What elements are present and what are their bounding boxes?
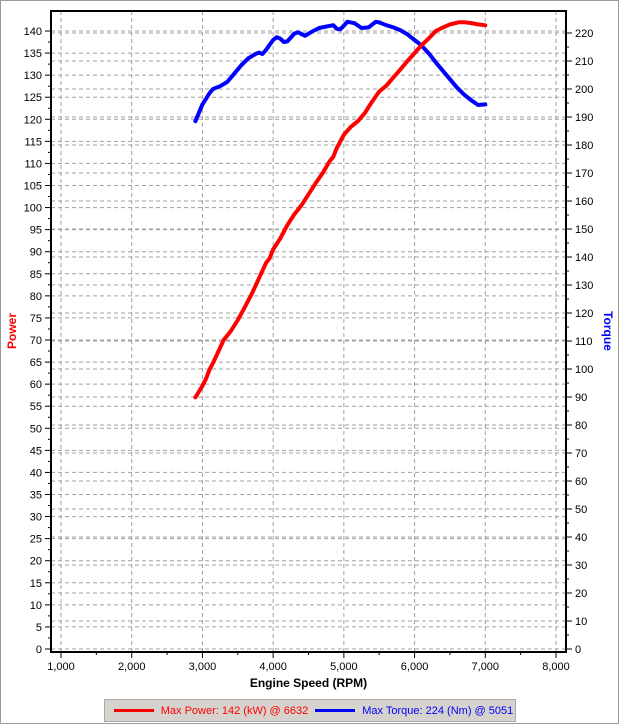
x-axis-title: Engine Speed (RPM) xyxy=(249,676,368,690)
legend-entry-torque: Max Torque: 224 (Nm) @ 5051 xyxy=(308,705,513,717)
right-tick-label: 140 xyxy=(575,252,593,264)
left-tick-label: 5 xyxy=(36,622,42,634)
gridlines xyxy=(51,11,566,652)
x-tick-label: 6,000 xyxy=(401,661,429,673)
right-tick-label: 150 xyxy=(575,224,593,236)
left-tick-label: 35 xyxy=(30,490,42,502)
left-tick-label: 105 xyxy=(24,181,42,193)
left-tick-label: 135 xyxy=(24,48,42,60)
left-tick-label: 65 xyxy=(30,357,42,369)
power-line-swatch xyxy=(113,709,154,712)
x-tick-label: 5,000 xyxy=(330,661,358,673)
left-tick-label: 140 xyxy=(24,26,42,38)
x-tick-label: 8,000 xyxy=(542,661,570,673)
left-tick-label: 100 xyxy=(24,203,42,215)
legend-power-label: Max Power: 142 (kW) @ 6632 xyxy=(160,704,309,717)
right-tick-label: 0 xyxy=(575,644,581,656)
right-tick-label: 60 xyxy=(575,476,587,488)
tick-labels: 1,000 2,000 3,000 4,000 5,000 6,000 7,000 8,000… xyxy=(24,26,594,673)
left-tick-label: 80 xyxy=(30,291,42,303)
right-tick-label: 20 xyxy=(575,588,587,600)
right-tick-label: 170 xyxy=(575,168,593,180)
right-tick-label: 70 xyxy=(575,448,587,460)
right-tick-label: 100 xyxy=(575,364,593,376)
left-tick-label: 30 xyxy=(30,512,42,524)
left-tick-label: 40 xyxy=(30,467,42,479)
left-tick-label: 70 xyxy=(30,335,42,347)
left-tick-label: 90 xyxy=(30,247,42,259)
left-tick-label: 95 xyxy=(30,225,42,237)
left-tick-label: 120 xyxy=(24,114,42,126)
right-tick-label: 90 xyxy=(575,392,587,404)
plot-border xyxy=(50,10,567,653)
left-axis-title: Power xyxy=(5,312,19,350)
right-axis-title: Torque xyxy=(601,311,615,351)
x-tick-label: 3,000 xyxy=(189,661,217,673)
right-tick-label: 80 xyxy=(575,420,587,432)
legend: Max Power: 142 (kW) @ 6632 Max Torque: 2… xyxy=(104,699,516,722)
left-tick-label: 15 xyxy=(30,578,42,590)
tick-marks xyxy=(45,30,572,658)
right-tick-label: 210 xyxy=(575,56,593,68)
left-tick-label: 60 xyxy=(30,379,42,391)
right-tick-label: 10 xyxy=(575,616,587,628)
left-tick-label: 50 xyxy=(30,423,42,435)
right-tick-label: 40 xyxy=(575,532,587,544)
right-tick-label: 160 xyxy=(575,196,593,208)
legend-torque-label: Max Torque: 224 (Nm) @ 5051 xyxy=(362,704,514,717)
left-tick-label: 20 xyxy=(30,556,42,568)
plot-frame xyxy=(50,10,567,653)
left-tick-label: 25 xyxy=(30,534,42,546)
left-tick-label: 115 xyxy=(24,136,42,148)
left-tick-label: 10 xyxy=(30,600,42,612)
right-tick-label: 190 xyxy=(575,112,593,124)
x-tick-label: 1,000 xyxy=(47,661,75,673)
right-tick-label: 30 xyxy=(575,560,587,572)
left-tick-label: 125 xyxy=(24,92,42,104)
right-tick-label: 200 xyxy=(575,84,593,96)
right-tick-label: 130 xyxy=(575,280,593,292)
left-tick-label: 55 xyxy=(30,401,42,413)
torque-line-swatch xyxy=(315,709,356,712)
right-tick-label: 120 xyxy=(575,308,593,320)
curves xyxy=(193,19,488,400)
torque-curve xyxy=(193,19,488,124)
right-tick-label: 180 xyxy=(575,140,593,152)
left-tick-label: 45 xyxy=(30,445,42,457)
left-tick-label: 130 xyxy=(24,70,42,82)
power-curve xyxy=(193,20,488,400)
left-tick-label: 85 xyxy=(30,269,42,281)
left-tick-label: 75 xyxy=(30,313,42,325)
right-tick-label: 50 xyxy=(575,504,587,516)
x-tick-label: 2,000 xyxy=(118,661,146,673)
x-tick-label: 4,000 xyxy=(259,661,287,673)
right-tick-label: 220 xyxy=(575,28,593,40)
left-tick-label: 110 xyxy=(24,158,42,170)
x-tick-label: 7,000 xyxy=(472,661,500,673)
legend-entry-power: Max Power: 142 (kW) @ 6632 xyxy=(107,704,309,717)
left-tick-label: 0 xyxy=(36,644,42,656)
right-tick-label: 110 xyxy=(575,336,593,348)
